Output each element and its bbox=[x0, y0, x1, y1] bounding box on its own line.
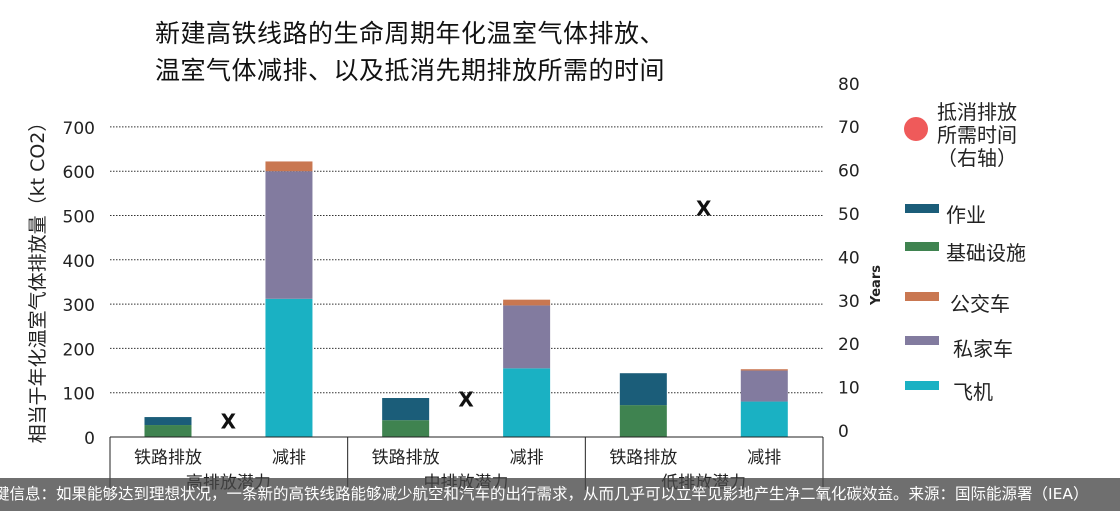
left-tick-label: 700 bbox=[63, 119, 95, 139]
category-label-rail: 铁路排放 bbox=[134, 448, 202, 468]
legend-swatch-car bbox=[905, 336, 939, 345]
bar-rail-operation bbox=[382, 398, 430, 421]
bar-reduction-car bbox=[503, 305, 551, 369]
category-label-rail: 铁路排放 bbox=[609, 448, 677, 468]
left-tick-label: 100 bbox=[63, 385, 95, 405]
right-tick-label: 10 bbox=[838, 379, 860, 399]
right-tick-label: 40 bbox=[838, 248, 860, 268]
legend-swatch-infrastructure bbox=[905, 242, 939, 251]
bar-rail-infrastructure bbox=[619, 405, 667, 437]
category-label-reduction: 减排 bbox=[272, 448, 306, 468]
right-tick-label: 60 bbox=[838, 162, 860, 182]
chart-title-line-2: 温室气体减排、以及抵消先期排放所需的时间 bbox=[155, 56, 666, 85]
legend-label-car: 私家车 bbox=[953, 337, 1013, 361]
left-tick-label: 300 bbox=[63, 296, 95, 316]
right-tick-label: 30 bbox=[838, 292, 860, 312]
legend-label-bus: 公交车 bbox=[950, 292, 1010, 316]
offset-markers: X X X bbox=[221, 197, 712, 434]
legend-swatch-bus bbox=[905, 292, 939, 301]
category-label-reduction: 减排 bbox=[510, 448, 544, 468]
bar-reduction-car bbox=[740, 370, 788, 402]
chart-title-line-1: 新建高铁线路的生命周期年化温室气体排放、 bbox=[155, 19, 666, 48]
left-axis-ticks: 0 100 200 300 400 500 600 700 bbox=[63, 119, 95, 449]
category-label-reduction: 减排 bbox=[747, 448, 781, 468]
right-tick-label: 70 bbox=[838, 118, 860, 138]
legend-label-operation: 作业 bbox=[946, 203, 986, 227]
legend-swatch-operation bbox=[905, 204, 939, 213]
caption-text: 键信息：如果能够达到理想状况，一条新的高铁线路能够减少航空和汽车的出行需求，从而… bbox=[0, 485, 1089, 503]
left-tick-label: 0 bbox=[84, 429, 95, 449]
bar-reduction-car bbox=[265, 171, 313, 299]
bar-rail-operation bbox=[619, 373, 667, 406]
bar-reduction-plane bbox=[740, 401, 788, 437]
y-right-axis-label: Years bbox=[869, 265, 884, 306]
right-tick-label: 20 bbox=[838, 335, 860, 355]
left-tick-label: 200 bbox=[63, 340, 95, 360]
legend-label-infrastructure: 基础设施 bbox=[946, 241, 1026, 265]
legend-label-plane: 飞机 bbox=[953, 380, 993, 404]
bar-reduction-plane bbox=[503, 368, 551, 437]
bar-reduction-bus bbox=[503, 299, 551, 306]
offset-legend-line-3: （右轴） bbox=[937, 146, 1017, 170]
left-tick-label: 400 bbox=[63, 252, 95, 272]
offset-legend-line-2: 所需时间 bbox=[937, 123, 1017, 147]
bar-rail-infrastructure bbox=[144, 425, 192, 437]
bar-rail-infrastructure bbox=[382, 420, 430, 437]
bar-rail-operation bbox=[144, 417, 192, 426]
legend-swatch-plane bbox=[905, 381, 939, 390]
bar-reduction-plane bbox=[265, 298, 313, 437]
category-label-rail: 铁路排放 bbox=[372, 448, 440, 468]
bar-reduction-bus bbox=[265, 161, 313, 172]
offset-legend-line-1: 抵消排放 bbox=[937, 100, 1017, 124]
bar-reduction-bus bbox=[740, 369, 788, 371]
bars bbox=[144, 161, 788, 437]
left-tick-label: 500 bbox=[63, 208, 95, 228]
right-tick-label: 50 bbox=[838, 205, 860, 225]
left-tick-label: 600 bbox=[63, 163, 95, 183]
caption-bar: 键信息：如果能够达到理想状况，一条新的高铁线路能够减少航空和汽车的出行需求，从而… bbox=[0, 478, 1120, 511]
offset-marker: X bbox=[696, 197, 712, 221]
offset-marker: X bbox=[221, 409, 237, 433]
offset-legend-label: 抵消排放 所需时间 （右轴） bbox=[937, 101, 1017, 170]
right-axis-ticks: 0 10 20 30 40 50 60 70 80 bbox=[838, 75, 860, 442]
right-tick-label: 80 bbox=[838, 75, 860, 95]
offset-legend-dot bbox=[904, 117, 928, 141]
offset-marker: X bbox=[458, 388, 474, 412]
y-left-axis-label: 相当于年化温室气体排放量（kt CO2） bbox=[27, 113, 49, 444]
gridlines bbox=[110, 126, 823, 394]
right-tick-label: 0 bbox=[838, 422, 849, 442]
